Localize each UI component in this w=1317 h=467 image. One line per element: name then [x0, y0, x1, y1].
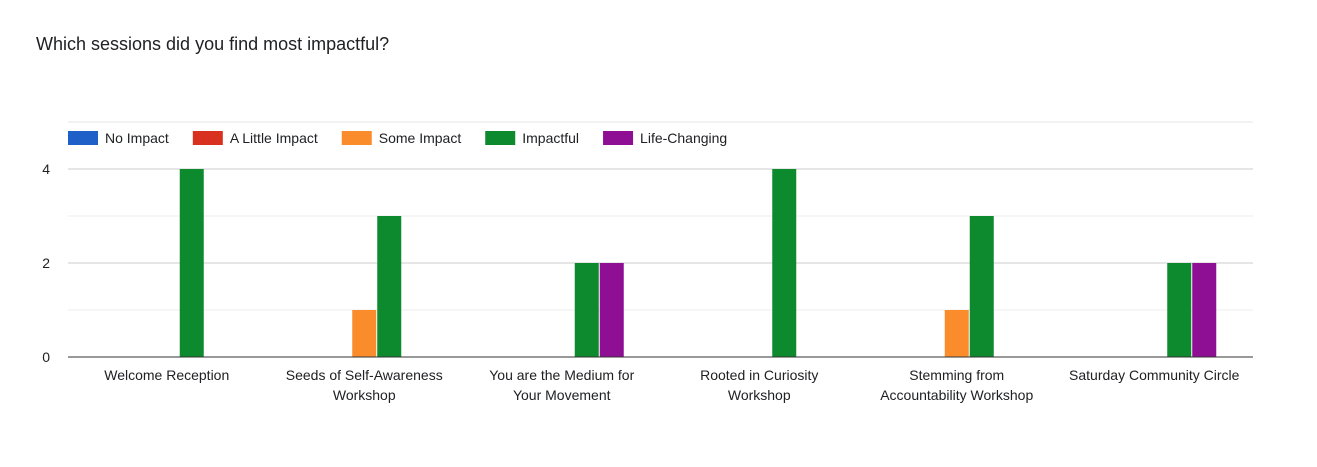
- category-label: Welcome Reception: [104, 367, 229, 383]
- category-label-line: Accountability Workshop: [880, 387, 1033, 403]
- gridlines: [68, 121, 1253, 311]
- bars: [179, 169, 1217, 357]
- category-label: You are the Medium for Your Movement: [489, 367, 634, 403]
- legend-swatch: [192, 131, 223, 145]
- legend-label: No Impact: [105, 130, 169, 146]
- y-tick-label: 2: [42, 255, 50, 271]
- category-label-line: Seeds of Self-Awareness: [286, 367, 443, 383]
- question-title: Which sessions did you find most impactf…: [36, 34, 390, 54]
- category-label-line: Rooted in Curiosity: [700, 367, 818, 383]
- bar-impactful: [1167, 263, 1192, 357]
- bar-some-impact: [352, 310, 377, 357]
- category-label-line: Stemming from: [909, 367, 1004, 383]
- legend-label: Some Impact: [379, 130, 462, 146]
- category-label-line: Workshop: [728, 387, 791, 403]
- category-label: Rooted in Curiosity Workshop: [700, 367, 818, 403]
- category-label-line: Workshop: [333, 387, 396, 403]
- bar-impactful: [179, 169, 204, 357]
- y-tick-label: 4: [42, 161, 50, 177]
- category-label: Stemming from Accountability Workshop: [880, 367, 1033, 403]
- category-label-line: Welcome Reception: [104, 367, 229, 383]
- bar-impactful: [969, 216, 994, 357]
- legend-swatch: [68, 131, 98, 145]
- legend-swatch: [603, 131, 634, 145]
- bar-impactful: [772, 169, 797, 357]
- category-label: Seeds of Self-Awareness Workshop: [286, 367, 443, 403]
- legend-swatch: [485, 131, 516, 145]
- category-label-line: Saturday Community Circle: [1069, 367, 1240, 383]
- category-label-line: Your Movement: [513, 387, 611, 403]
- category-label: Saturday Community Circle: [1069, 367, 1240, 383]
- bar-some-impact: [944, 310, 969, 357]
- y-tick-label: 0: [42, 349, 50, 365]
- bar-life-changing: [599, 263, 624, 357]
- legend-label: Impactful: [522, 130, 579, 146]
- category-label-line: You are the Medium for: [489, 367, 634, 383]
- bar-impactful: [574, 263, 599, 357]
- legend-label: A Little Impact: [230, 130, 318, 146]
- bar-impactful: [377, 216, 402, 357]
- legend-swatch: [341, 131, 372, 145]
- bar-life-changing: [1192, 263, 1217, 357]
- axes: Welcome Reception Seeds of Self-Awareness…: [42, 161, 1253, 403]
- legend: No Impact A Little Impact Some Impact Impac…: [68, 130, 727, 146]
- legend-label: Life-Changing: [640, 130, 727, 146]
